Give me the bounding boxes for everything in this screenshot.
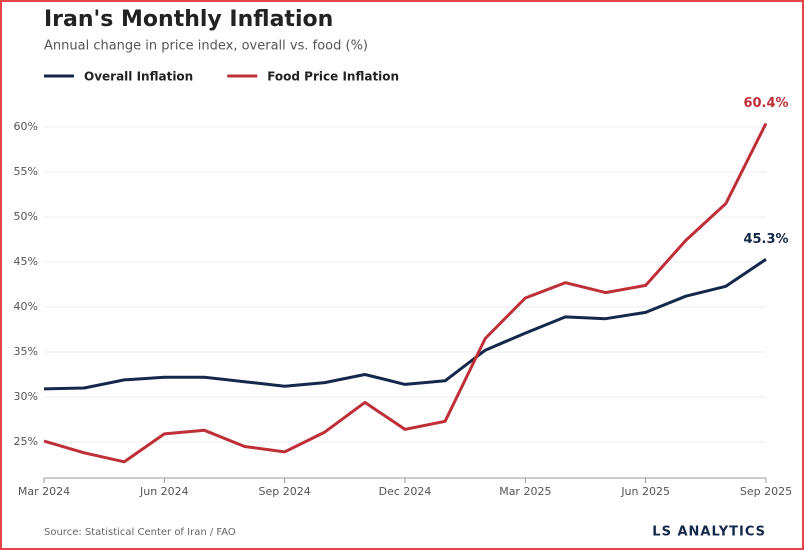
y-tick-label: 40%: [14, 300, 38, 313]
y-tick-label: 50%: [14, 210, 38, 223]
y-tick-label: 60%: [14, 120, 38, 133]
y-tick-label: 55%: [14, 165, 38, 178]
brand: LS ANALYTICS: [652, 525, 766, 540]
x-tick-label: Sep 2025: [740, 485, 792, 498]
chart-subtitle: Annual change in price index, overall vs…: [44, 39, 368, 54]
x-tick-label: Jun 2025: [620, 485, 670, 498]
chart-title: Iran's Monthly Inflation: [44, 7, 333, 32]
value-label: 60.4%: [743, 96, 788, 111]
x-tick-label: Dec 2024: [379, 485, 432, 498]
series-line: [43, 122, 768, 464]
y-tick-label: 25%: [14, 435, 38, 448]
x-tick-label: Mar 2025: [499, 485, 551, 498]
series-line: [43, 258, 767, 391]
source: Source: Statistical Center of Iran / FAO: [44, 527, 236, 538]
y-tick-label: 45%: [14, 255, 38, 268]
y-tick-label: 30%: [14, 390, 38, 403]
x-tick-label: Jun 2024: [139, 485, 189, 498]
y-tick-label: 35%: [14, 345, 38, 358]
x-tick-label: Sep 2024: [259, 485, 311, 498]
value-label: 45.3%: [743, 232, 788, 247]
legend-label: Overall Inflation: [84, 70, 193, 84]
x-tick-label: Mar 2024: [18, 485, 70, 498]
legend-label: Food Price Inflation: [267, 70, 399, 84]
